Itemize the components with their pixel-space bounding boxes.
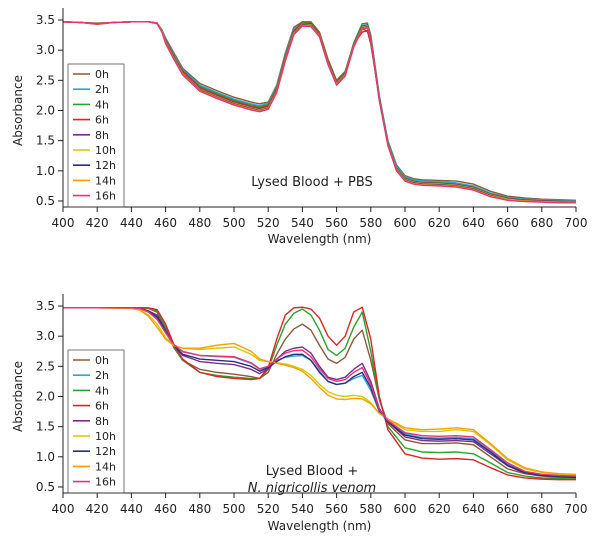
x-tick-label: 660 bbox=[496, 216, 519, 230]
y-tick-label: 2.5 bbox=[36, 359, 55, 373]
x-tick-label: 680 bbox=[530, 502, 553, 516]
series-lines bbox=[62, 21, 577, 204]
legend-label: 12h bbox=[95, 445, 116, 458]
x-tick-label: 580 bbox=[359, 502, 382, 516]
series-line-6h bbox=[63, 306, 576, 481]
x-tick-label: 660 bbox=[496, 502, 519, 516]
y-tick-label: 1.5 bbox=[36, 134, 55, 148]
x-tick-label: 460 bbox=[154, 502, 177, 516]
legend-label: 0h bbox=[95, 354, 109, 367]
x-tick-label: 600 bbox=[394, 216, 417, 230]
x-tick-label: 500 bbox=[223, 216, 246, 230]
series-line-0h bbox=[62, 21, 577, 202]
y-tick-label: 3.0 bbox=[36, 43, 55, 57]
legend-label: 14h bbox=[95, 460, 116, 473]
series-line-14h bbox=[63, 307, 577, 475]
x-tick-label: 520 bbox=[257, 216, 280, 230]
y-axis-title: Absorbance bbox=[11, 75, 25, 146]
y-tick-label: 1.0 bbox=[36, 450, 55, 464]
legend-label: 16h bbox=[95, 476, 116, 489]
x-tick-label: 420 bbox=[86, 502, 109, 516]
legend-label: 6h bbox=[95, 400, 109, 413]
x-tick-label: 480 bbox=[188, 216, 211, 230]
y-tick-label: 3.5 bbox=[36, 299, 55, 313]
y-tick-label: 2.0 bbox=[36, 390, 55, 404]
x-tick-label: 540 bbox=[291, 502, 314, 516]
annotation: Lysed Blood + PBS bbox=[251, 175, 373, 190]
legend-label: 4h bbox=[95, 384, 109, 397]
y-tick-label: 0.5 bbox=[36, 480, 55, 494]
x-tick-label: 400 bbox=[52, 502, 75, 516]
x-axis-title: Wavelength (nm) bbox=[268, 519, 372, 533]
x-tick-label: 640 bbox=[462, 216, 485, 230]
x-tick-label: 520 bbox=[257, 502, 280, 516]
legend-label: 10h bbox=[95, 144, 116, 157]
x-tick-label: 560 bbox=[325, 216, 348, 230]
y-axis-title: Absorbance bbox=[11, 361, 25, 432]
y-tick-label: 2.5 bbox=[36, 73, 55, 87]
panel-pbs: 400 420 440 460 480 500 520 540 560 580 600 620 640 6… bbox=[11, 8, 587, 246]
legend-label: 2h bbox=[95, 369, 109, 382]
series-line-10h bbox=[63, 307, 577, 476]
x-tick-label: 640 bbox=[462, 502, 485, 516]
annotation-italic: N. nigricollis venom bbox=[248, 481, 376, 496]
y-tick-label: 3.0 bbox=[36, 329, 55, 343]
legend-label: 0h bbox=[95, 68, 109, 81]
x-tick-label: 620 bbox=[428, 502, 451, 516]
y-tick-label: 1.0 bbox=[36, 164, 55, 178]
x-tick-label: 480 bbox=[188, 502, 211, 516]
panel-venom: 400 420 440 460 480 500 520 540 560 580 600 620 640 6… bbox=[11, 294, 587, 533]
y-tick-label: 3.5 bbox=[36, 13, 55, 27]
legend-label: 8h bbox=[95, 415, 109, 428]
legend: 0h 2h 4h 6h 8h 10h 12h 14h 16h bbox=[67, 63, 125, 208]
series-line-16h bbox=[63, 307, 577, 477]
y-tick-label: 1.5 bbox=[36, 420, 55, 434]
series-lines bbox=[63, 306, 577, 481]
x-tick-label: 700 bbox=[565, 216, 588, 230]
x-tick-label: 680 bbox=[530, 216, 553, 230]
legend-label: 8h bbox=[95, 129, 109, 142]
x-axis-title: Wavelength (nm) bbox=[268, 232, 372, 246]
x-tick-label: 460 bbox=[154, 216, 177, 230]
legend-label: 14h bbox=[95, 174, 116, 187]
legend-label: 4h bbox=[95, 98, 109, 111]
annotation: Lysed Blood + bbox=[266, 464, 359, 479]
legend: 0h 2h 4h 6h 8h 10h 12h 14h 16h bbox=[67, 349, 125, 494]
legend-label: 16h bbox=[95, 190, 116, 203]
series-line-16h bbox=[62, 21, 576, 204]
x-tick-label: 500 bbox=[223, 502, 246, 516]
legend-label: 6h bbox=[95, 114, 109, 127]
legend-label: 10h bbox=[95, 430, 116, 443]
x-tick-label: 440 bbox=[120, 216, 143, 230]
x-tick-label: 560 bbox=[325, 502, 348, 516]
x-tick-label: 540 bbox=[291, 216, 314, 230]
legend-label: 12h bbox=[95, 159, 116, 172]
x-tick-label: 580 bbox=[359, 216, 382, 230]
y-tick-label: 2.0 bbox=[36, 104, 55, 118]
legend-label: 2h bbox=[95, 83, 109, 96]
y-tick-label: 0.5 bbox=[36, 194, 55, 208]
x-tick-label: 440 bbox=[120, 502, 143, 516]
x-tick-label: 600 bbox=[394, 502, 417, 516]
x-tick-label: 620 bbox=[428, 216, 451, 230]
x-tick-label: 700 bbox=[565, 502, 588, 516]
series-line-4h bbox=[63, 307, 577, 480]
x-tick-label: 400 bbox=[52, 216, 75, 230]
x-tick-label: 420 bbox=[86, 216, 109, 230]
